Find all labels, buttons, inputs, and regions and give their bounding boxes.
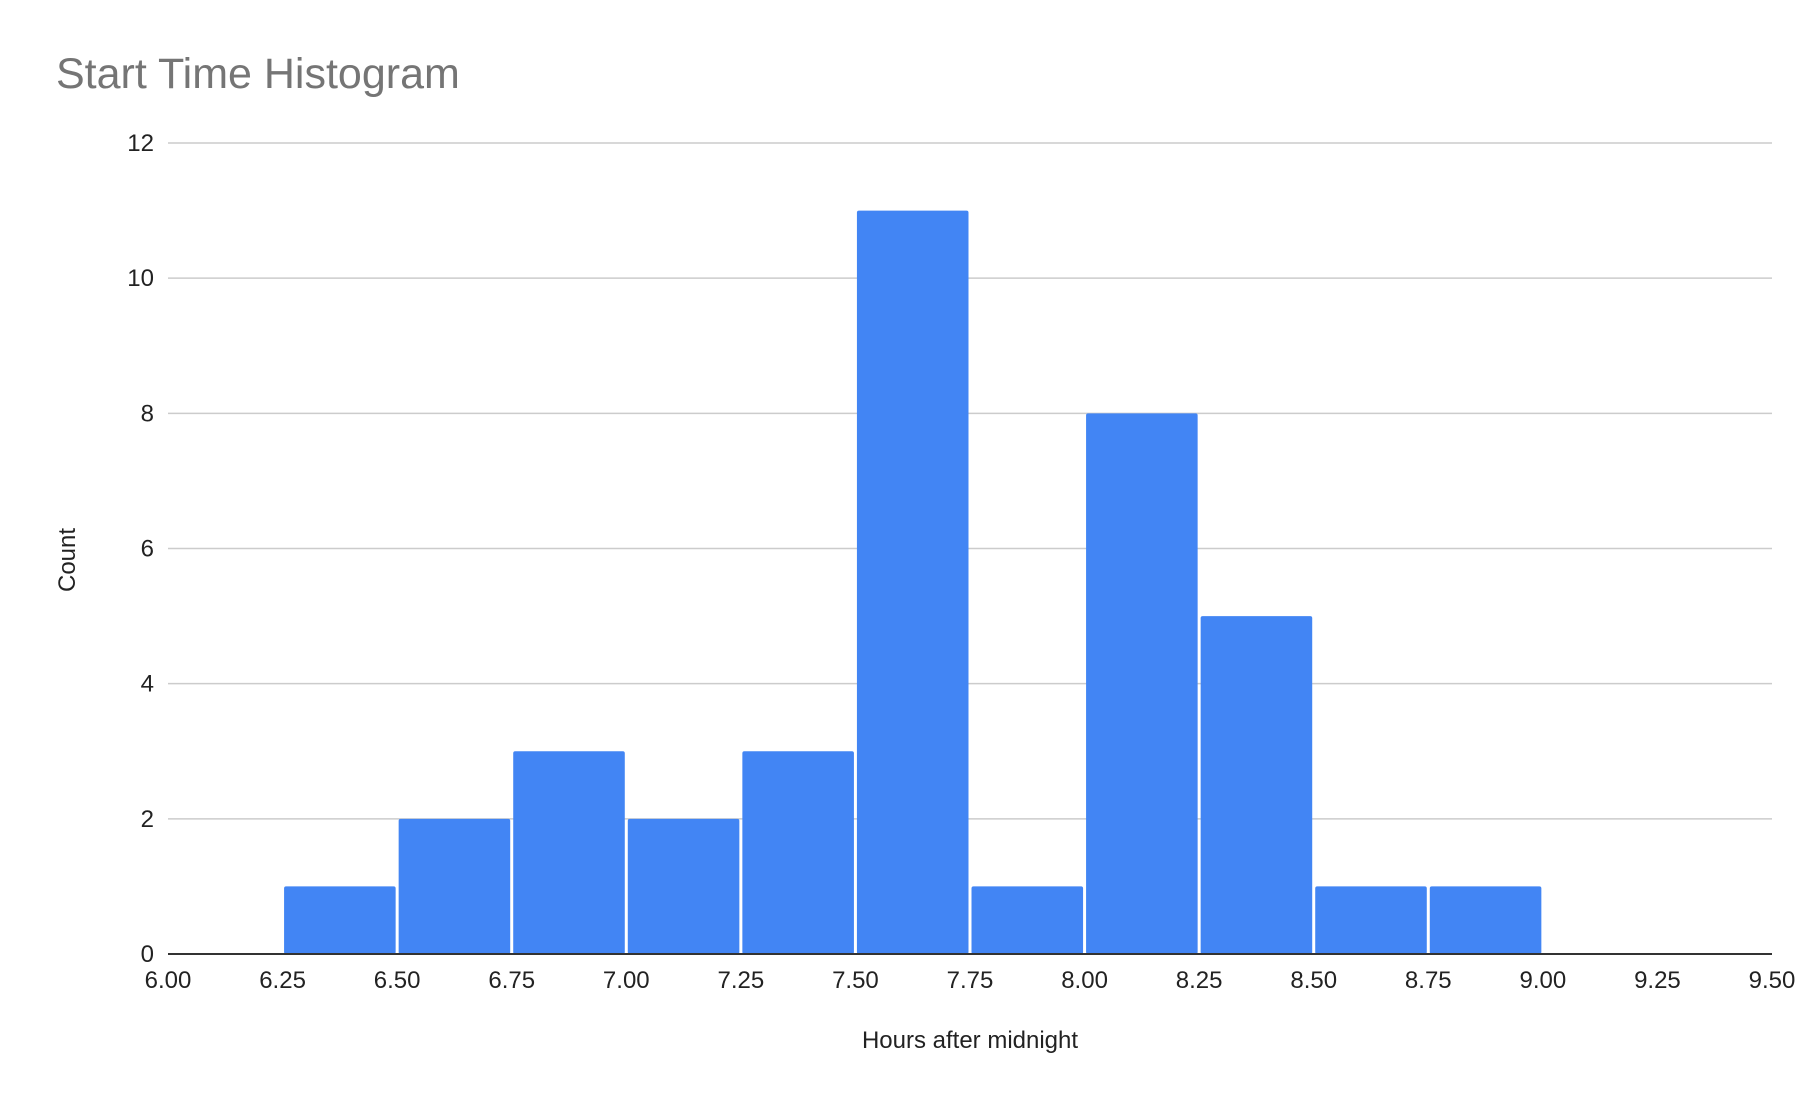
histogram-bar [1200,616,1313,954]
x-tick-label: 6.00 [145,967,192,994]
y-tick-label: 0 [141,941,154,968]
y-tick-label: 12 [127,130,154,157]
histogram-bar [513,751,625,954]
y-axis-ticks: 0 2 4 6 8 10 12 [127,130,154,968]
histogram-bar [1315,886,1427,954]
histogram-bar [856,210,969,955]
y-tick-label: 2 [141,806,154,833]
chart-title: Start Time Histogram [56,50,460,98]
y-tick-label: 8 [141,400,154,427]
y-tick-label: 10 [127,265,154,292]
histogram-bar [1429,886,1542,954]
histogram-bar [398,818,511,954]
x-tick-label: 8.50 [1290,967,1337,994]
x-tick-label: 9.00 [1519,967,1566,994]
x-tick-label: 6.75 [488,967,535,994]
x-axis-label: Hours after midnight [862,1027,1078,1054]
gridlines [168,142,1772,820]
x-tick-label: 7.75 [947,967,994,994]
x-tick-label: 6.25 [259,967,306,994]
histogram-bar [284,886,396,954]
x-tick-label: 9.25 [1634,967,1681,994]
x-tick-label: 9.50 [1749,967,1796,994]
histogram-bar [627,818,740,954]
x-tick-label: 8.75 [1405,967,1452,994]
histogram-bar [1086,413,1198,954]
bars [284,210,1542,955]
x-tick-label: 8.25 [1176,967,1223,994]
x-tick-label: 7.25 [717,967,764,994]
x-tick-label: 6.50 [374,967,421,994]
histogram-bar [971,886,1084,954]
x-tick-label: 8.00 [1061,967,1108,994]
y-axis-label: Count [54,528,81,592]
x-axis-ticks: 6.00 6.25 6.50 6.75 7.00 7.25 7.50 7.75 8.00 8.25… [145,967,1796,994]
y-tick-label: 4 [141,671,154,698]
histogram-bar [742,751,854,954]
x-tick-label: 7.50 [832,967,879,994]
y-tick-label: 6 [141,536,154,563]
x-tick-label: 7.00 [603,967,650,994]
